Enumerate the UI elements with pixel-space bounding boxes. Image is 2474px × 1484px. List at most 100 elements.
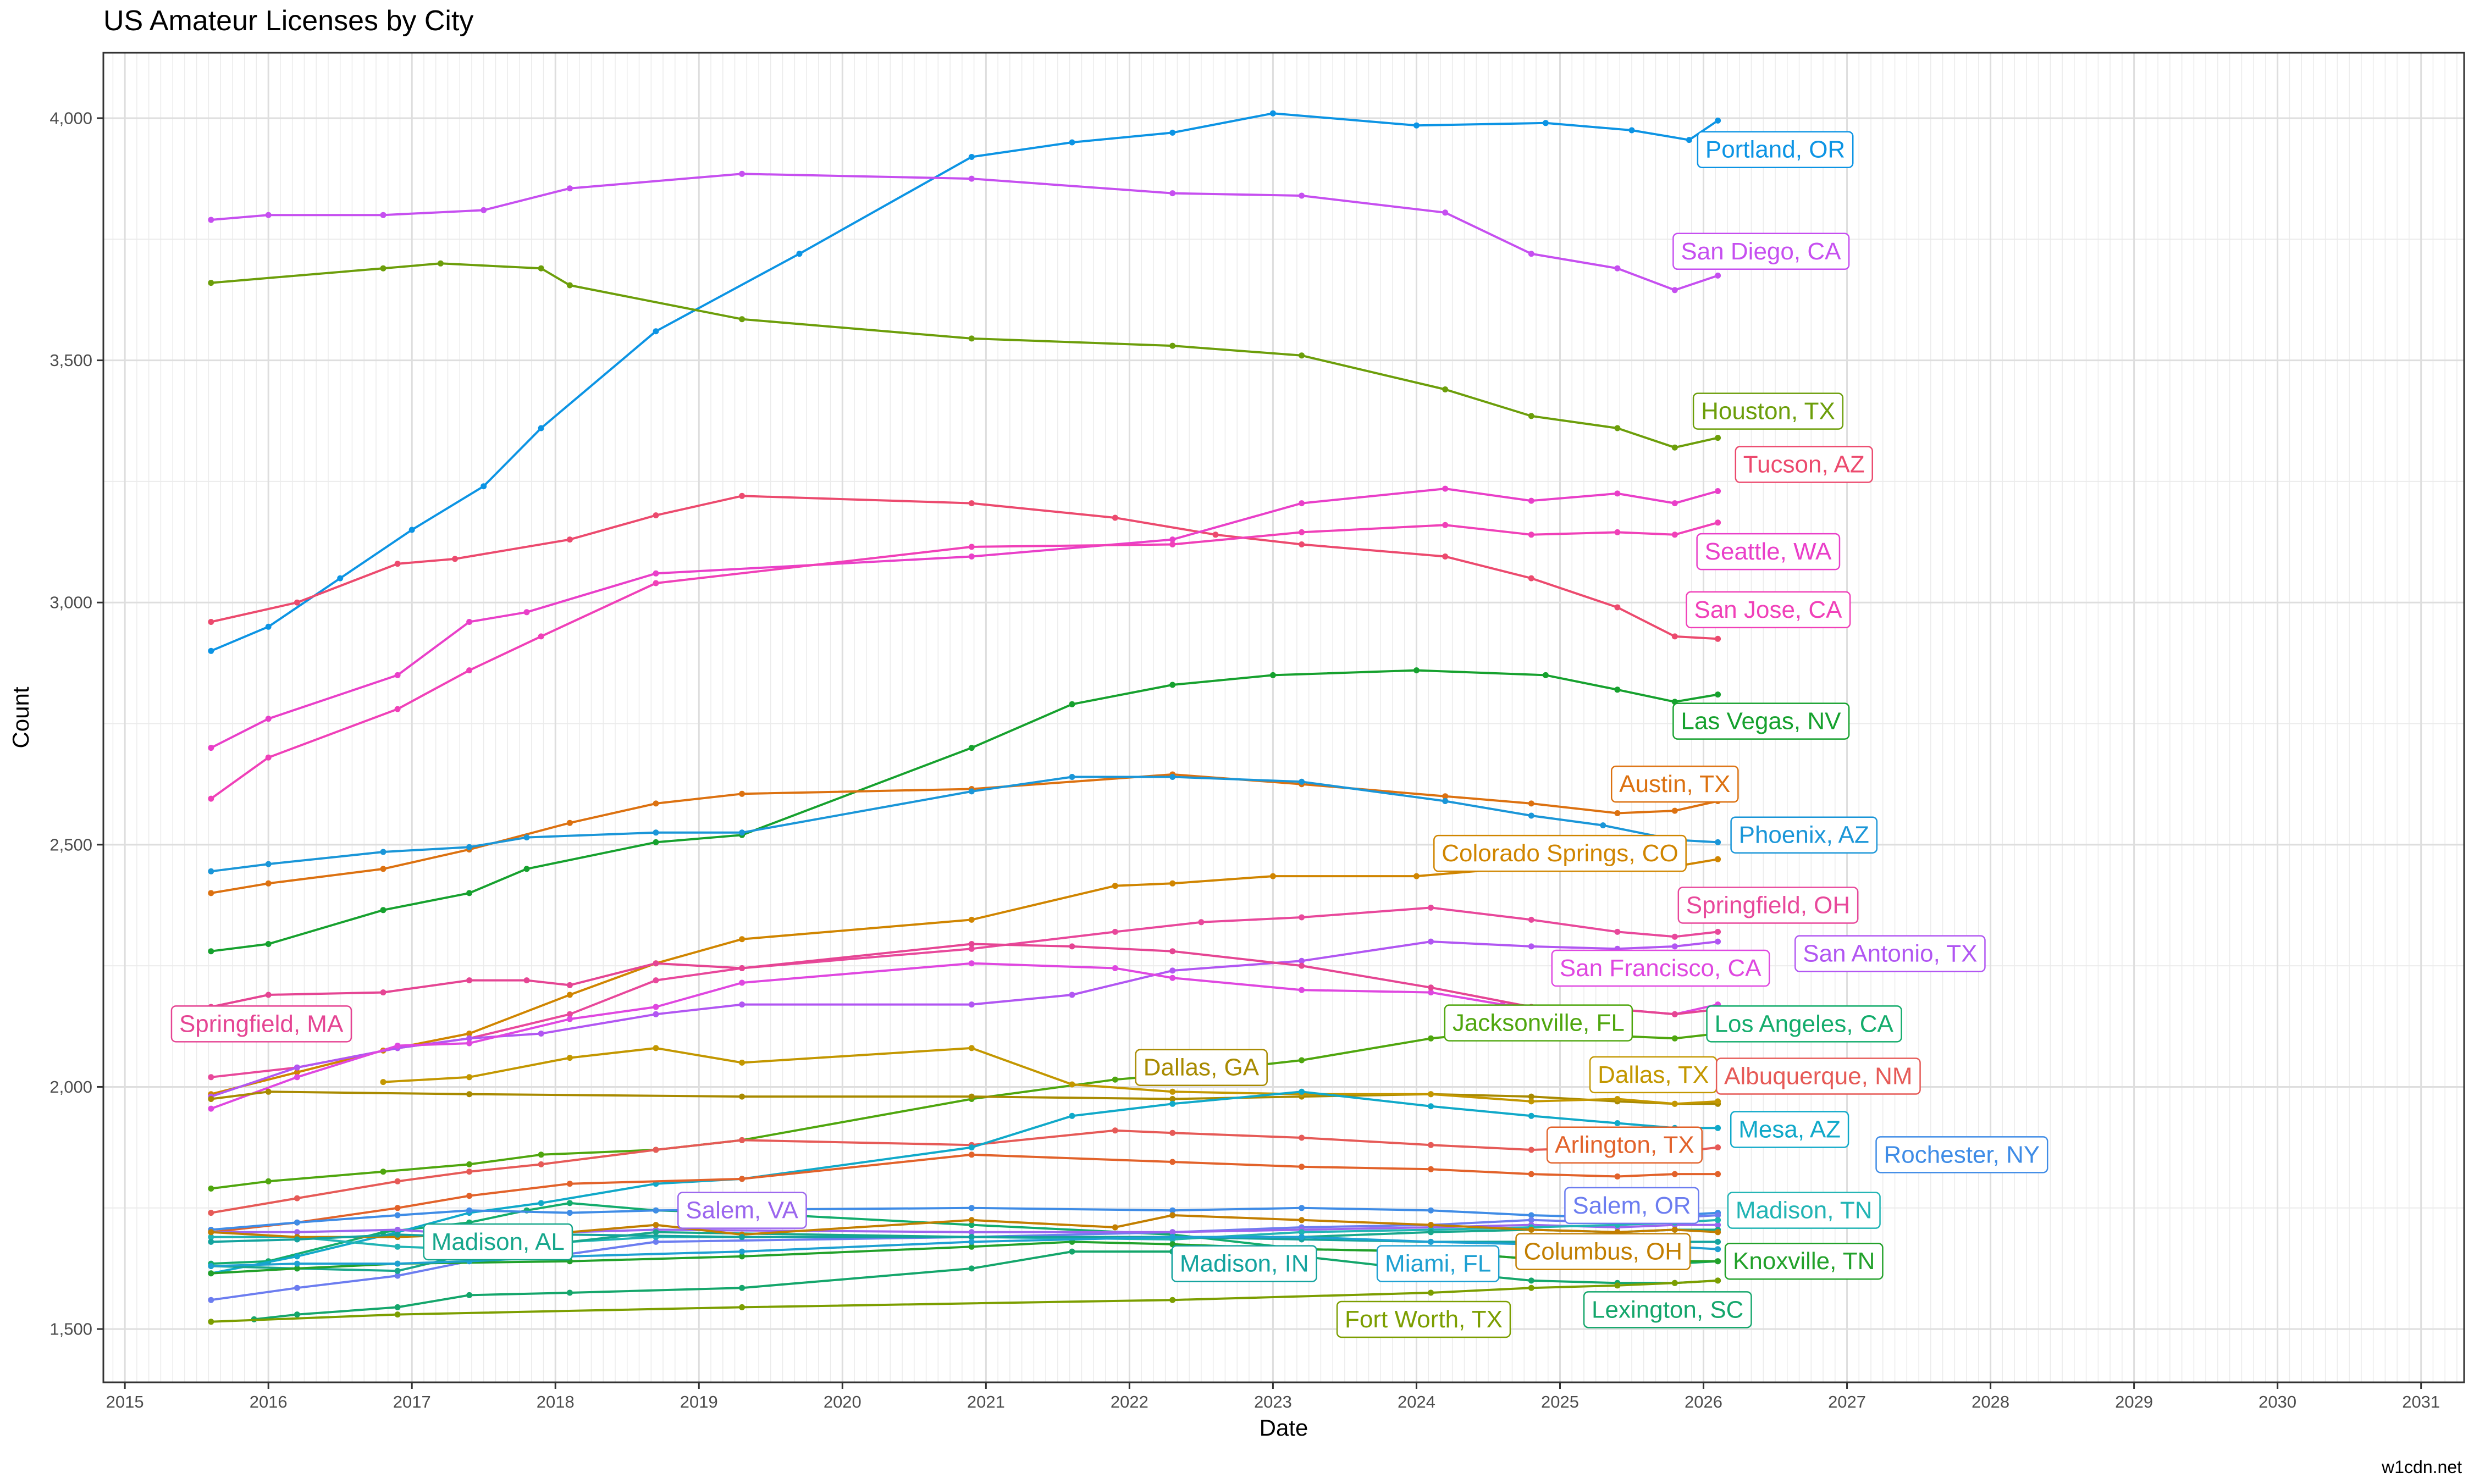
data-point	[1299, 987, 1305, 993]
series-line-las-vegas-nv	[211, 669, 1718, 953]
data-point	[968, 500, 975, 507]
data-point	[653, 829, 659, 836]
data-point	[208, 1210, 214, 1216]
data-point	[1528, 575, 1534, 582]
data-point	[380, 989, 386, 996]
data-point	[1528, 1112, 1534, 1119]
series-tucson-az	[208, 492, 1721, 642]
label-box	[1433, 834, 1687, 872]
data-point	[1628, 127, 1635, 134]
data-point	[1299, 1164, 1305, 1170]
data-point	[1169, 1129, 1176, 1136]
data-point	[1671, 500, 1678, 507]
data-point	[1428, 1289, 1434, 1296]
data-point	[1169, 1212, 1176, 1219]
data-point	[739, 1284, 745, 1291]
data-point	[1299, 962, 1305, 969]
y-tick-label: 4,000	[49, 108, 92, 128]
data-point	[394, 1260, 401, 1267]
data-point	[968, 916, 975, 923]
data-point	[208, 1270, 214, 1277]
label-box	[1715, 1057, 1921, 1095]
data-point	[294, 1219, 300, 1226]
data-point	[394, 1231, 401, 1238]
data-point	[1169, 774, 1176, 780]
series-line-san-antonio-tx	[211, 940, 1718, 1098]
data-point	[653, 1229, 659, 1236]
data-point	[653, 839, 659, 845]
data-point	[1442, 522, 1449, 528]
x-tick-label: 2020	[824, 1392, 862, 1411]
series-label-springfield-oh: Springfield, OH	[1677, 887, 1859, 924]
data-point	[1112, 883, 1118, 889]
data-point	[466, 1292, 473, 1298]
data-point	[1614, 686, 1621, 693]
data-point	[566, 982, 573, 988]
data-point	[739, 1001, 745, 1008]
plot-panel-border	[102, 52, 2465, 1383]
series-label-tucson-az: Tucson, AZ	[1735, 446, 1873, 483]
data-point	[653, 1147, 659, 1153]
data-point	[739, 1304, 745, 1310]
data-point	[1671, 531, 1678, 538]
data-point	[394, 1043, 401, 1049]
data-point	[1269, 873, 1276, 879]
data-point	[566, 1055, 573, 1061]
data-point	[380, 907, 386, 913]
series-label-text: Phoenix, AZ	[1739, 822, 1869, 849]
data-point	[968, 175, 975, 182]
x-tick-label: 2027	[1828, 1392, 1866, 1411]
data-point	[968, 941, 975, 947]
data-point	[1614, 1282, 1621, 1289]
data-point	[1169, 190, 1176, 197]
data-point	[968, 553, 975, 560]
data-point	[1715, 1144, 1721, 1151]
data-point	[968, 1151, 975, 1158]
series-label-text: Mesa, AZ	[1738, 1116, 1841, 1143]
label-box	[1583, 1291, 1752, 1328]
source-caption: w1cdn.net	[2382, 1457, 2462, 1477]
data-point	[1169, 536, 1176, 543]
series-label-miami-fl: Miami, FL	[1376, 1245, 1500, 1282]
data-point	[1614, 265, 1621, 272]
x-tick-label: 2028	[1972, 1392, 2009, 1411]
label-box	[1706, 1005, 1902, 1043]
data-point	[208, 619, 214, 625]
data-point	[523, 866, 530, 872]
data-point	[739, 1137, 745, 1143]
series-label-text: Austin, TX	[1619, 771, 1730, 798]
data-point	[1528, 531, 1534, 538]
data-point	[653, 1207, 659, 1214]
series-label-colorado-springs-co: Colorado Springs, CO	[1433, 834, 1687, 872]
data-point	[294, 1260, 300, 1267]
data-point	[294, 1229, 300, 1236]
label-box	[1727, 1192, 1881, 1229]
data-point	[653, 580, 659, 586]
data-point	[739, 979, 745, 986]
data-point	[566, 1200, 573, 1206]
x-tick-label: 2019	[680, 1392, 718, 1411]
data-point	[653, 1222, 659, 1228]
data-point	[538, 1161, 544, 1167]
y-tick-label: 1,500	[49, 1320, 92, 1339]
data-point	[1299, 352, 1305, 359]
data-point	[294, 1265, 300, 1272]
data-point	[1715, 839, 1721, 845]
data-point	[1528, 251, 1534, 257]
data-point	[739, 492, 745, 499]
series-label-text: Miami, FL	[1385, 1250, 1491, 1277]
series-label-text: Madison, AL	[432, 1228, 565, 1255]
data-point	[968, 945, 975, 952]
label-box	[1135, 1049, 1268, 1086]
data-point	[466, 1207, 473, 1214]
data-point	[1614, 1096, 1621, 1102]
data-point	[265, 992, 272, 998]
data-point	[538, 1200, 544, 1206]
data-point	[1169, 1159, 1176, 1165]
data-point	[739, 936, 745, 943]
data-point	[1442, 386, 1449, 392]
label-box	[1696, 533, 1841, 571]
series-line-san-jose-ca	[210, 521, 1719, 800]
data-point	[265, 880, 272, 887]
data-point	[1528, 1171, 1534, 1177]
